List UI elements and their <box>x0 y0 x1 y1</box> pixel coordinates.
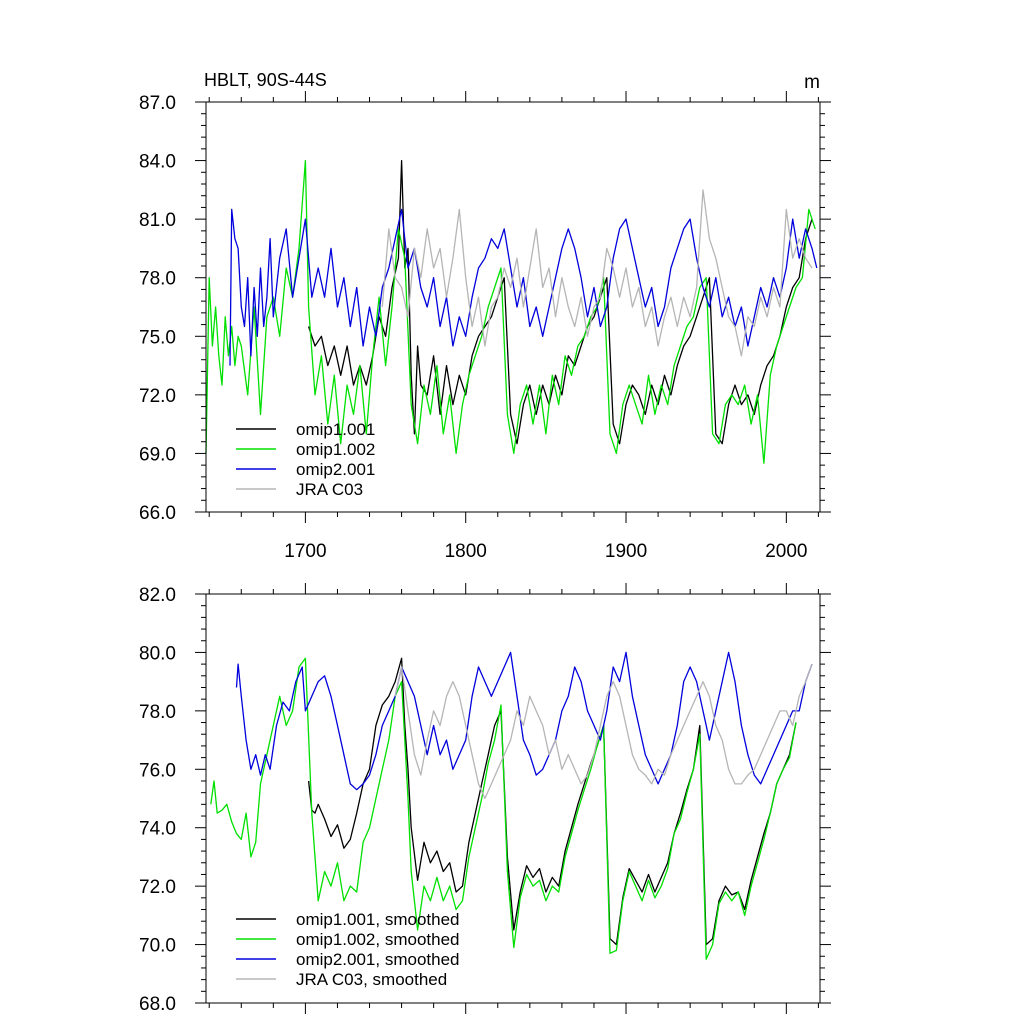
bottom-panel: 68.0 70.0 72.0 74.0 76.0 78.0 80.0 82.0 omip1.0… <box>139 583 831 1015</box>
bottom-legend-label: omip2.001, smoothed <box>296 950 460 969</box>
top-legend-label: omip1.001 <box>296 420 375 439</box>
top-ytick-label: 75.0 <box>139 327 176 348</box>
top-series-line-1 <box>205 159 816 464</box>
bottom-series-line-1 <box>210 657 797 960</box>
bottom-ytick-label: 76.0 <box>139 760 176 781</box>
bottom-ytick-label: 74.0 <box>139 819 176 840</box>
top-ytick-label: 72.0 <box>139 386 176 407</box>
bottom-axes: 68.0 70.0 72.0 74.0 76.0 78.0 80.0 82.0 <box>139 583 831 1015</box>
top-xtick-label: 1700 <box>284 541 326 562</box>
top-legend-label: omip2.001 <box>296 460 375 479</box>
top-chart-title: HBLT, 90S-44S <box>204 70 327 90</box>
bottom-legend-label: omip1.002, smoothed <box>296 930 460 949</box>
top-axes: 66.0 69.0 72.0 75.0 78.0 81.0 84.0 87.0 1700 1800… <box>139 91 831 562</box>
bottom-ytick-label: 72.0 <box>139 877 176 898</box>
bottom-ytick-label: 70.0 <box>139 936 176 957</box>
top-ytick-label: 87.0 <box>139 93 176 114</box>
top-legend-label: omip1.002 <box>296 440 375 459</box>
top-xtick-label: 2000 <box>765 541 807 562</box>
top-ytick-label: 69.0 <box>139 444 176 465</box>
bottom-series-line-3 <box>394 663 813 800</box>
bottom-plot-frame <box>205 593 821 1004</box>
bottom-ytick-label: 80.0 <box>139 643 176 664</box>
bottom-legend-label: omip1.001, smoothed <box>296 910 460 929</box>
bottom-ytick-label: 68.0 <box>139 994 176 1015</box>
top-ytick-label: 84.0 <box>139 152 176 173</box>
bottom-series-group <box>210 651 813 960</box>
top-series-line-3 <box>381 189 813 357</box>
top-ytick-label: 81.0 <box>139 210 176 231</box>
top-chart-units: m <box>804 72 820 93</box>
top-plot-frame <box>205 101 821 513</box>
top-series-group <box>205 159 818 464</box>
bottom-series-line-2 <box>235 651 813 791</box>
top-legend-label: JRA C03 <box>296 480 363 499</box>
top-series-line-2 <box>229 208 818 366</box>
bottom-ytick-label: 78.0 <box>139 702 176 723</box>
top-panel: HBLT, 90S-44S m 66.0 69.0 72.0 75.0 78.0 81.0… <box>139 70 831 562</box>
top-xtick-label: 1900 <box>605 541 647 562</box>
top-ytick-label: 66.0 <box>139 503 176 524</box>
top-ytick-label: 78.0 <box>139 269 176 290</box>
bottom-legend-label: JRA C03, smoothed <box>296 970 447 989</box>
bottom-ytick-label: 82.0 <box>139 585 176 606</box>
bottom-series-line-0 <box>307 657 797 946</box>
top-xtick-label: 1800 <box>445 541 487 562</box>
